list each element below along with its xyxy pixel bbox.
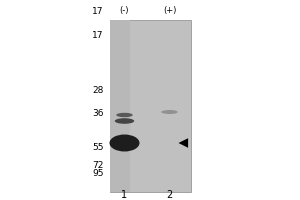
Text: 17: 17 (92, 6, 103, 16)
Text: 95: 95 (92, 170, 103, 178)
Ellipse shape (115, 118, 134, 124)
Text: 1: 1 (122, 190, 128, 200)
Text: 2: 2 (167, 190, 172, 200)
Ellipse shape (110, 134, 140, 152)
Bar (110, 20, 130, 192)
Text: (-): (-) (120, 6, 129, 16)
Bar (110, 20, 190, 192)
Text: 28: 28 (92, 86, 103, 95)
Text: 72: 72 (92, 160, 103, 170)
Ellipse shape (116, 113, 133, 117)
Text: 17: 17 (92, 31, 103, 40)
Ellipse shape (161, 110, 178, 114)
Polygon shape (178, 138, 188, 148)
Text: 36: 36 (92, 108, 103, 117)
Text: 55: 55 (92, 142, 103, 152)
Text: (+): (+) (163, 6, 176, 16)
